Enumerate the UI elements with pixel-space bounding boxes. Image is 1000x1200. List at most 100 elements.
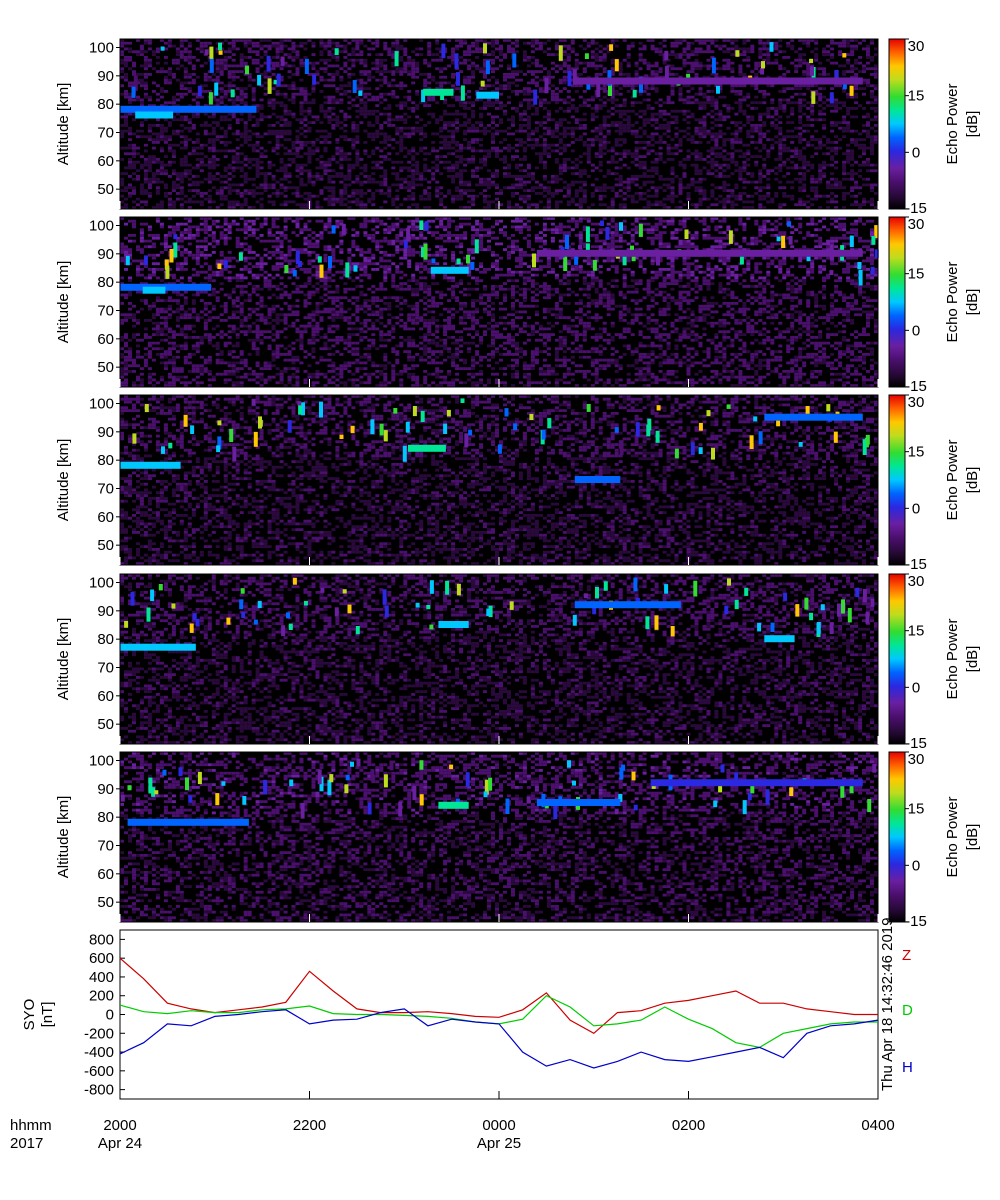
- heatmap-cell: [335, 124, 340, 127]
- heatmap-cell: [179, 197, 184, 201]
- heatmap-cell: [375, 78, 380, 82]
- heatmap-cell: [750, 175, 755, 178]
- heatmap-cell: [347, 115, 352, 119]
- heatmap-cell: [654, 172, 659, 176]
- heatmap-cell: [838, 50, 843, 54]
- heatmap-cell: [459, 56, 464, 59]
- heatmap-cell: [734, 101, 739, 105]
- heatmap-cell: [718, 87, 723, 91]
- heatmap-cell: [415, 169, 420, 173]
- heatmap-cell: [726, 197, 731, 201]
- heatmap-cell: [359, 50, 364, 54]
- heatmap-cell: [403, 101, 408, 105]
- heatmap-cell: [431, 115, 436, 119]
- heatmap-cell: [546, 206, 551, 210]
- heatmap-cell: [702, 166, 707, 170]
- heatmap-cell: [602, 104, 607, 108]
- heatmap-cell: [758, 149, 763, 153]
- heatmap-cell: [191, 67, 196, 71]
- heatmap-cell: [343, 44, 348, 48]
- heatmap-cell: [203, 78, 208, 82]
- heatmap-cell: [487, 124, 491, 127]
- heatmap-cell: [163, 192, 168, 195]
- heatmap-cell: [714, 152, 719, 156]
- heatmap-cell: [327, 132, 332, 136]
- heatmap-cell: [590, 84, 595, 88]
- heatmap-cell: [554, 192, 559, 195]
- heatmap-cell: [670, 121, 675, 125]
- heatmap-cell: [467, 160, 472, 164]
- heatmap-cell: [746, 50, 751, 54]
- heatmap-cell: [738, 129, 743, 133]
- heatmap-cell: [806, 101, 811, 105]
- heatmap-cell: [159, 166, 164, 170]
- heatmap-cell: [503, 175, 507, 178]
- heatmap-cell: [550, 84, 555, 88]
- heatmap-cell: [223, 104, 228, 108]
- heatmap-cell: [702, 75, 707, 79]
- heatmap-cell: [690, 180, 695, 184]
- heatmap-cell: [762, 41, 767, 45]
- heatmap-cell: [139, 192, 144, 195]
- heatmap-cell: [774, 61, 779, 65]
- heatmap-cell: [375, 118, 380, 122]
- heatmap-cell: [179, 92, 184, 96]
- heatmap-cell: [471, 146, 476, 150]
- heatmap-cell: [866, 53, 870, 57]
- heatmap-cell: [702, 115, 707, 119]
- heatmap-cell: [259, 98, 264, 102]
- heatmap-cell: [806, 118, 811, 122]
- heatmap-cell: [578, 169, 583, 173]
- heatmap-cell: [343, 155, 348, 159]
- heatmap-cell: [367, 197, 372, 201]
- heatmap-cell: [387, 192, 392, 195]
- heatmap-cell: [690, 138, 695, 142]
- heatmap-cell: [686, 109, 691, 113]
- heatmap-cell: [143, 143, 148, 147]
- heatmap-cell: [830, 197, 835, 201]
- heatmap-cell: [159, 95, 164, 99]
- heatmap-cell: [351, 126, 356, 130]
- heatmap-cell: [263, 183, 268, 187]
- heatmap-cell: [439, 160, 444, 164]
- heatmap-cell: [291, 143, 296, 147]
- heatmap-cell: [794, 101, 799, 105]
- heatmap-cell: [267, 39, 272, 42]
- heatmap-cell: [459, 112, 464, 116]
- heatmap-cell: [139, 206, 144, 210]
- heatmap-cell: [758, 50, 763, 54]
- heatmap-cell: [124, 75, 128, 79]
- heatmap-cell: [435, 149, 440, 153]
- heatmap-cell: [403, 146, 408, 150]
- heatmap-cell: [738, 70, 743, 74]
- heatmap-cell: [846, 58, 851, 62]
- heatmap-cell: [550, 192, 555, 195]
- heatmap-cell: [670, 158, 675, 161]
- heatmap-cell: [259, 146, 264, 150]
- heatmap-cell: [467, 44, 472, 48]
- heatmap-cell: [698, 101, 703, 105]
- heatmap-cell: [742, 152, 747, 156]
- heatmap-cell: [662, 141, 667, 144]
- heatmap-cell: [586, 98, 591, 102]
- heatmap-cell: [231, 53, 236, 57]
- heatmap-cell: [435, 158, 440, 161]
- heatmap-cell: [315, 158, 320, 161]
- heatmap-cell: [363, 203, 368, 207]
- heatmap-cell: [722, 50, 727, 54]
- heatmap-cell: [618, 183, 623, 187]
- heatmap-cell: [698, 152, 703, 156]
- heatmap-cell: [566, 101, 571, 105]
- heatmap-cell: [754, 101, 759, 105]
- heatmap-cell: [355, 138, 360, 142]
- heatmap-cell: [694, 75, 699, 79]
- heatmap-cell: [634, 84, 639, 88]
- heatmap-cell: [826, 73, 831, 76]
- heatmap-cell: [207, 175, 212, 178]
- heatmap-cell: [419, 53, 424, 57]
- heatmap-cell: [698, 104, 703, 108]
- heatmap-cell: [622, 163, 627, 167]
- heatmap-cell: [782, 75, 787, 79]
- heatmap-cell: [570, 50, 575, 54]
- heatmap-cell: [487, 206, 491, 210]
